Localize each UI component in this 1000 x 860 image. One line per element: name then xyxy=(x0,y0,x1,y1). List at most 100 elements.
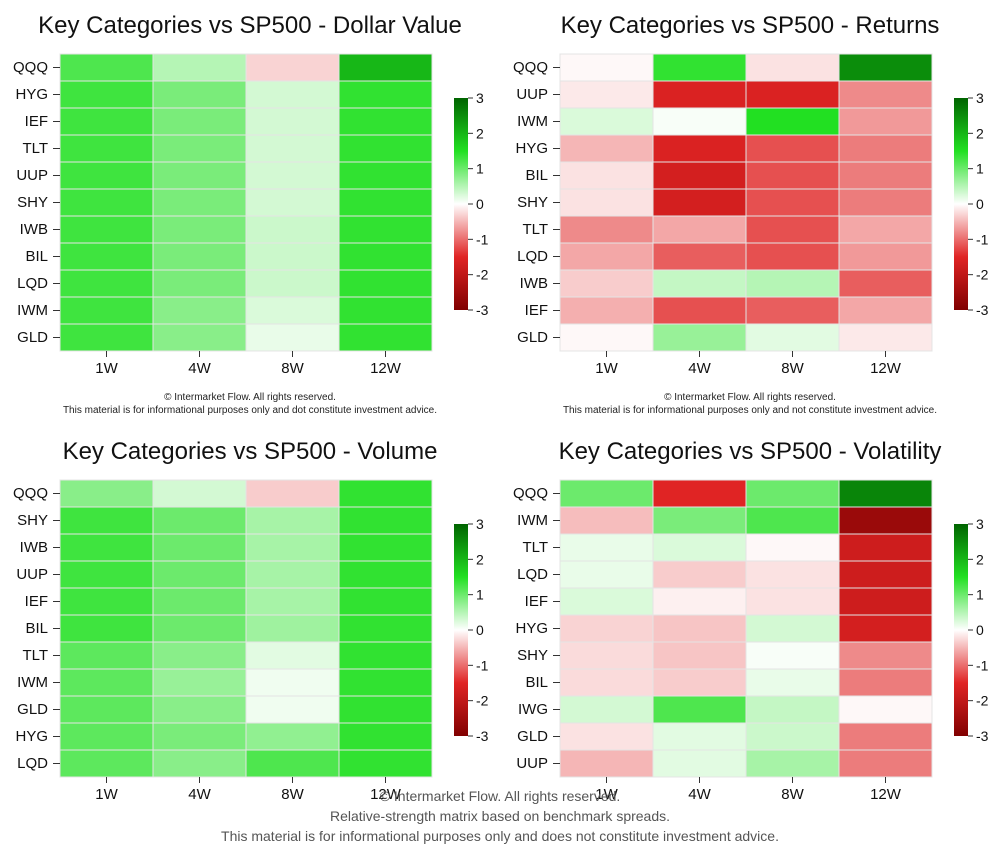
heatmap-cell-ief-1w xyxy=(559,587,654,616)
colorbar-tick-label: -3 xyxy=(976,728,989,744)
heatmap-cell-qqq-12w xyxy=(838,53,933,82)
heatmap-cell-lqd-12w xyxy=(838,560,933,589)
panel-disclaimer: This material is for informational purpo… xyxy=(62,405,438,416)
heatmap-cell-lqd-4w xyxy=(652,242,747,271)
heatmap-cell-iwm-12w xyxy=(338,668,433,697)
column-label-4w: 4W xyxy=(688,360,711,377)
heatmap-cell-hyg-1w xyxy=(59,722,154,751)
heatmap-cell-iwm-1w xyxy=(59,668,154,697)
panel-disclaimer: This material is for informational purpo… xyxy=(562,405,938,416)
volume-heatmap: QQQ SHY IWB UUP IEF BIL TLT IWM GLD HYG LQD 1W 4W 8W 1… xyxy=(13,479,489,803)
heatmap-cell-qqq-8w xyxy=(245,53,340,82)
heatmap-cell-uup-12w xyxy=(338,560,433,589)
heatmap-cell-hyg-4w xyxy=(152,80,247,109)
heatmap-cell-iwb-4w xyxy=(152,533,247,562)
heatmap-cell-uup-8w xyxy=(245,161,340,190)
heatmap-cell-bil-4w xyxy=(152,242,247,271)
heatmap-cell-shy-8w xyxy=(745,641,840,670)
heatmap-cell-uup-8w xyxy=(745,80,840,109)
heatmap-cell-bil-8w xyxy=(745,668,840,697)
heatmap-cell-uup-1w xyxy=(59,560,154,589)
colorbar-tick-label: -3 xyxy=(476,302,489,318)
heatmap-cell-iwm-4w xyxy=(152,296,247,325)
heatmap-cell-iwm-8w xyxy=(245,668,340,697)
heatmap-cell-tlt-8w xyxy=(745,215,840,244)
heatmap-cell-ief-8w xyxy=(745,296,840,325)
heatmap-cell-qqq-12w xyxy=(338,479,433,508)
heatmap-cell-qqq-8w xyxy=(745,479,840,508)
row-label-lqd: LQD xyxy=(517,566,548,583)
row-label-tlt: TLT xyxy=(22,647,48,664)
row-label-iwb: IWB xyxy=(520,275,548,292)
heatmap-cell-qqq-1w xyxy=(559,479,654,508)
heatmap-cell-bil-8w xyxy=(245,614,340,643)
heatmap-cell-iwg-4w xyxy=(652,695,747,724)
heatmap-cell-tlt-8w xyxy=(245,641,340,670)
row-label-ief: IEF xyxy=(525,302,548,319)
heatmap-cell-uup-1w xyxy=(59,161,154,190)
heatmap-cell-lqd-12w xyxy=(838,242,933,271)
row-label-uup: UUP xyxy=(16,566,48,583)
panel-note: © Intermarket Flow. All rights reserved.… xyxy=(0,391,500,417)
colorbar-tick-label: 2 xyxy=(976,551,984,567)
heatmap-cell-tlt-8w xyxy=(245,134,340,163)
heatmap-cell-bil-1w xyxy=(559,161,654,190)
colorbar xyxy=(954,98,968,310)
chart-title: Key Categories vs SP500 - Dollar Value xyxy=(38,12,462,39)
heatmap-cell-uup-12w xyxy=(338,161,433,190)
heatmap-cell-iwg-8w xyxy=(745,695,840,724)
heatmap-cell-lqd-4w xyxy=(152,749,247,778)
row-label-gld: GLD xyxy=(517,728,548,745)
colorbar-tick-label: 2 xyxy=(476,551,484,567)
row-label-uup: UUP xyxy=(516,86,548,103)
row-label-shy: SHY xyxy=(17,512,48,529)
heatmap-cell-uup-4w xyxy=(152,161,247,190)
heatmap-cell-gld-1w xyxy=(59,695,154,724)
panel-copyright: © Intermarket Flow. All rights reserved. xyxy=(164,392,336,403)
heatmap-cell-qqq-8w xyxy=(745,53,840,82)
heatmap-cell-bil-1w xyxy=(59,242,154,271)
column-label-12w: 12W xyxy=(870,786,902,803)
dollar-value-heatmap: QQQ HYG IEF TLT UUP SHY IWB BIL LQD IWM GLD 1W 4W 8W 1… xyxy=(13,53,489,377)
column-label-8w: 8W xyxy=(781,786,804,803)
heatmap-cell-uup-1w xyxy=(559,749,654,778)
heatmap-cell-shy-1w xyxy=(59,506,154,535)
colorbar-tick-label: -1 xyxy=(476,657,489,673)
heatmap-cell-gld-8w xyxy=(245,323,340,352)
heatmap-cell-shy-12w xyxy=(338,506,433,535)
heatmap-cell-ief-1w xyxy=(559,296,654,325)
heatmap-cell-hyg-8w xyxy=(745,614,840,643)
row-label-gld: GLD xyxy=(17,329,48,346)
colorbar-tick-label: 1 xyxy=(976,161,984,177)
volatility-panel: Key Categories vs SP500 - Volatility QQQ… xyxy=(500,426,1000,846)
column-label-1w: 1W xyxy=(95,360,118,377)
heatmap-cell-bil-1w xyxy=(559,668,654,697)
heatmap-cell-ief-12w xyxy=(838,587,933,616)
heatmap-cell-hyg-12w xyxy=(338,80,433,109)
heatmap-cell-lqd-1w xyxy=(559,242,654,271)
heatmap-cell-tlt-1w xyxy=(59,641,154,670)
heatmap-cell-iwm-1w xyxy=(559,506,654,535)
heatmap-cell-iwg-12w xyxy=(838,695,933,724)
heatmap-cell-lqd-8w xyxy=(245,749,340,778)
heatmap-cell-iwm-12w xyxy=(838,506,933,535)
heatmap-cell-iwb-4w xyxy=(652,269,747,298)
heatmap-cell-uup-4w xyxy=(652,80,747,109)
row-label-tlt: TLT xyxy=(522,539,548,556)
colorbar xyxy=(454,98,468,310)
row-label-hyg: HYG xyxy=(15,86,48,103)
heatmap-cell-gld-1w xyxy=(559,323,654,352)
heatmap-cell-hyg-12w xyxy=(838,614,933,643)
row-label-bil: BIL xyxy=(525,674,548,691)
footer-subtitle: Relative-strength matrix based on benchm… xyxy=(329,808,671,824)
row-label-gld: GLD xyxy=(17,701,48,718)
heatmap-cell-tlt-1w xyxy=(59,134,154,163)
heatmap-cell-iwg-1w xyxy=(559,695,654,724)
heatmap-cell-tlt-12w xyxy=(338,134,433,163)
heatmap-cell-iwb-12w xyxy=(338,215,433,244)
chart-title: Key Categories vs SP500 - Volatility xyxy=(558,438,942,465)
heatmap-cell-iwb-8w xyxy=(245,215,340,244)
heatmap-cell-iwm-8w xyxy=(245,296,340,325)
heatmap-cell-bil-1w xyxy=(59,614,154,643)
heatmap-cell-iwm-12w xyxy=(338,296,433,325)
